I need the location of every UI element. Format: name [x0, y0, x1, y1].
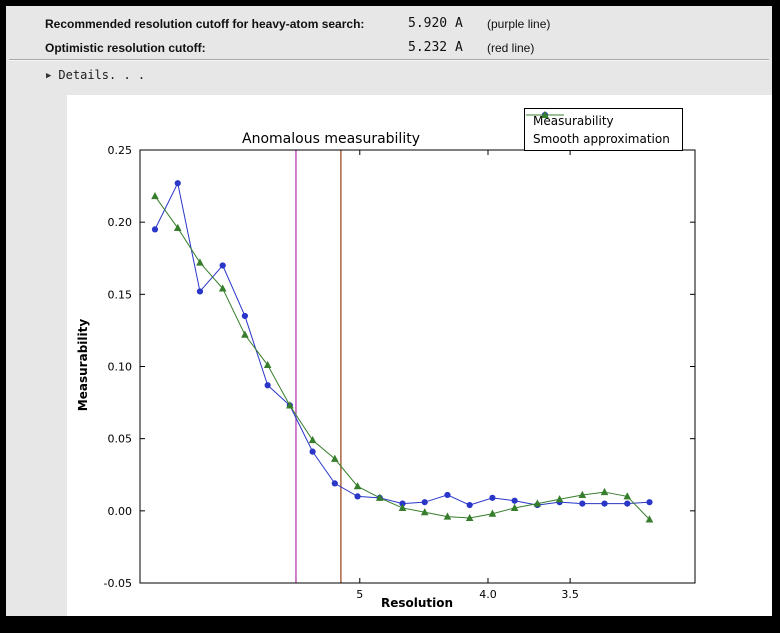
disclosure-triangle-icon: ▶: [46, 71, 52, 81]
y-tick-label: 0.10: [108, 361, 133, 374]
triangle-marker: [331, 454, 339, 462]
recommended-cutoff-label: Recommended resolution cutoff for heavy-…: [45, 17, 365, 31]
circle-marker: [151, 226, 159, 233]
optimistic-cutoff-value: 5.232 A: [408, 40, 463, 55]
triangle-marker: [308, 435, 317, 444]
circle-marker: [219, 262, 226, 269]
circle-marker: [624, 500, 631, 507]
plot-legend: Measurability Smooth approximation: [524, 108, 683, 151]
circle-marker: [444, 491, 451, 499]
triangle-marker: [173, 223, 182, 231]
triangle-marker: [218, 284, 227, 292]
plot-figure: 0.25 0.20 0.15 0.10 0.05 0.00 -0.05 5 4.0 3.5 Ano…: [67, 95, 772, 616]
y-tick-label: 0.20: [108, 216, 133, 229]
x-tick-label: 5: [356, 588, 363, 601]
legend-item: Smooth approximation: [526, 110, 670, 147]
legend-label: Measurability: [533, 113, 614, 128]
circle-marker: [196, 288, 204, 295]
triangle-marker: [510, 503, 519, 511]
triangle-marker: [488, 509, 497, 517]
triangle-marker: [645, 515, 654, 523]
optimistic-cutoff-label: Optimistic resolution cutoff:: [45, 41, 206, 55]
y-tick-label: -0.05: [104, 577, 132, 590]
triangle-marker: [263, 360, 272, 369]
triangle-marker: [196, 258, 204, 266]
circle-marker: [579, 500, 586, 507]
triangle-marker: [465, 513, 474, 522]
x-tick-label: 3.5: [561, 588, 579, 601]
optimistic-cutoff-note: (red line): [487, 41, 535, 55]
y-axis-label: Measurability: [76, 318, 90, 412]
legend-line-triangle-icon: [526, 110, 564, 118]
circle-marker: [601, 500, 608, 507]
y-tick-label: 0.00: [108, 505, 133, 518]
recommended-cutoff-note: (purple line): [487, 17, 551, 31]
x-tick-label: 4.0: [479, 588, 497, 601]
circle-marker: [354, 493, 361, 500]
triangle-marker: [286, 401, 294, 409]
plot-area: [139, 149, 696, 584]
triangle-marker: [623, 492, 632, 500]
circle-marker: [399, 500, 406, 507]
details-label: Details. . .: [58, 68, 146, 82]
triangle-marker: [375, 493, 384, 501]
triangle-marker: [241, 330, 249, 338]
y-tick-label: 0.25: [108, 144, 133, 157]
recommended-cutoff-value: 5.920 A: [408, 16, 463, 31]
circle-marker: [646, 499, 653, 506]
triangle-marker: [555, 495, 564, 503]
triangle-marker: [353, 482, 362, 490]
circle-marker: [331, 480, 338, 487]
result-panel: Recommended resolution cutoff for heavy-…: [6, 6, 772, 616]
circle-marker: [174, 180, 181, 187]
details-disclosure[interactable]: ▶ Details. . .: [46, 68, 145, 82]
triangle-marker: [151, 191, 159, 200]
y-tick-label: 0.05: [108, 433, 133, 446]
circle-marker: [421, 499, 428, 506]
triangle-marker: [600, 487, 609, 496]
circle-marker: [466, 501, 473, 509]
triangle-marker: [578, 490, 587, 498]
x-axis-label: Resolution: [380, 596, 454, 610]
triangle-marker: [420, 508, 429, 516]
circle-marker: [241, 312, 248, 320]
circle-marker: [309, 448, 316, 455]
circle-marker: [489, 494, 496, 501]
circle-marker: [264, 382, 271, 389]
y-tick-label: 0.15: [108, 288, 133, 301]
measurability-plot: 0.25 0.20 0.15 0.10 0.05 0.00 -0.05 5 4.0 3.5: [104, 144, 696, 601]
triangle-marker: [398, 503, 407, 511]
header-separator: [9, 59, 769, 61]
triangle-marker: [443, 512, 452, 520]
plot-title: Anomalous measurability: [242, 131, 420, 147]
triangle-marker: [533, 499, 542, 507]
circle-marker: [511, 497, 518, 504]
legend-label: Smooth approximation: [533, 131, 670, 146]
